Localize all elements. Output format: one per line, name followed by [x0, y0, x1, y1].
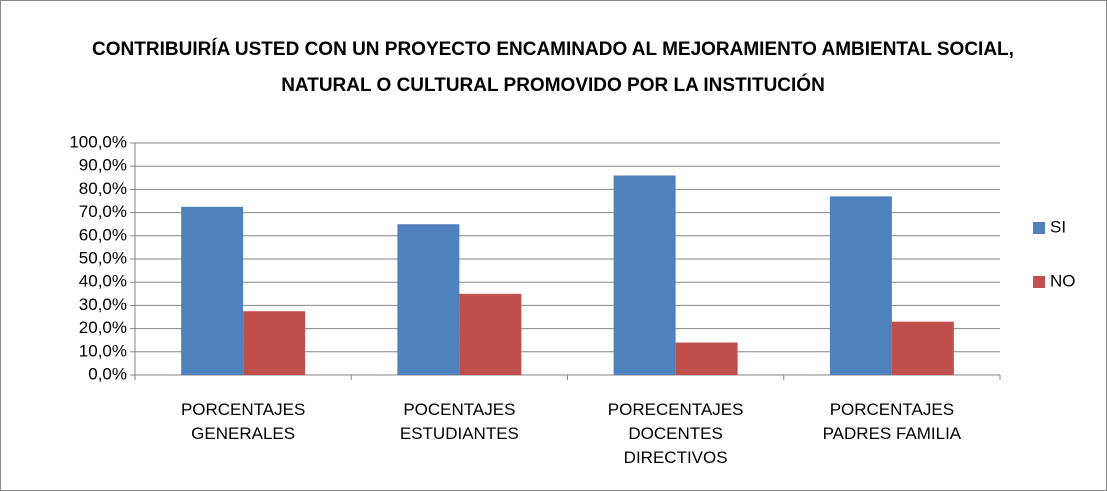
bar	[891, 321, 954, 375]
y-tick-label: 50,0%	[79, 248, 127, 267]
bar	[613, 175, 676, 375]
y-tick-label: 60,0%	[79, 225, 127, 244]
y-tick-label: 0,0%	[88, 364, 127, 383]
bar	[459, 293, 522, 375]
y-tick-label: 80,0%	[79, 179, 127, 198]
y-tick-label: 90,0%	[79, 156, 127, 175]
y-tick-label: 70,0%	[79, 202, 127, 221]
bar	[181, 206, 244, 375]
legend-label: NO	[1050, 271, 1076, 290]
bar	[397, 224, 460, 375]
x-tick-label: PORECENTAJES DOCENTES DIRECTIVOS	[607, 400, 744, 467]
y-tick-label: 10,0%	[79, 341, 127, 360]
y-tick-label: 40,0%	[79, 272, 127, 291]
x-tick-label: PORCENTAJES GENERALES	[180, 400, 306, 443]
bar	[675, 342, 738, 375]
legend-swatch	[1033, 276, 1045, 288]
y-tick-label: 30,0%	[79, 295, 127, 314]
x-tick-label: PORCENTAJES PADRES FAMILIA	[822, 400, 962, 443]
legend-label: SI	[1050, 217, 1066, 236]
y-tick-label: 100,0%	[69, 132, 127, 151]
chart-title: CONTRIBUIRÍA USTED CON UN PROYECTO ENCAM…	[92, 39, 1014, 96]
x-tick-label: POCENTAJES ESTUDIANTES	[399, 400, 519, 443]
bar	[829, 196, 892, 375]
y-tick-label: 20,0%	[79, 318, 127, 337]
bar	[243, 311, 306, 375]
legend-swatch	[1033, 222, 1045, 234]
